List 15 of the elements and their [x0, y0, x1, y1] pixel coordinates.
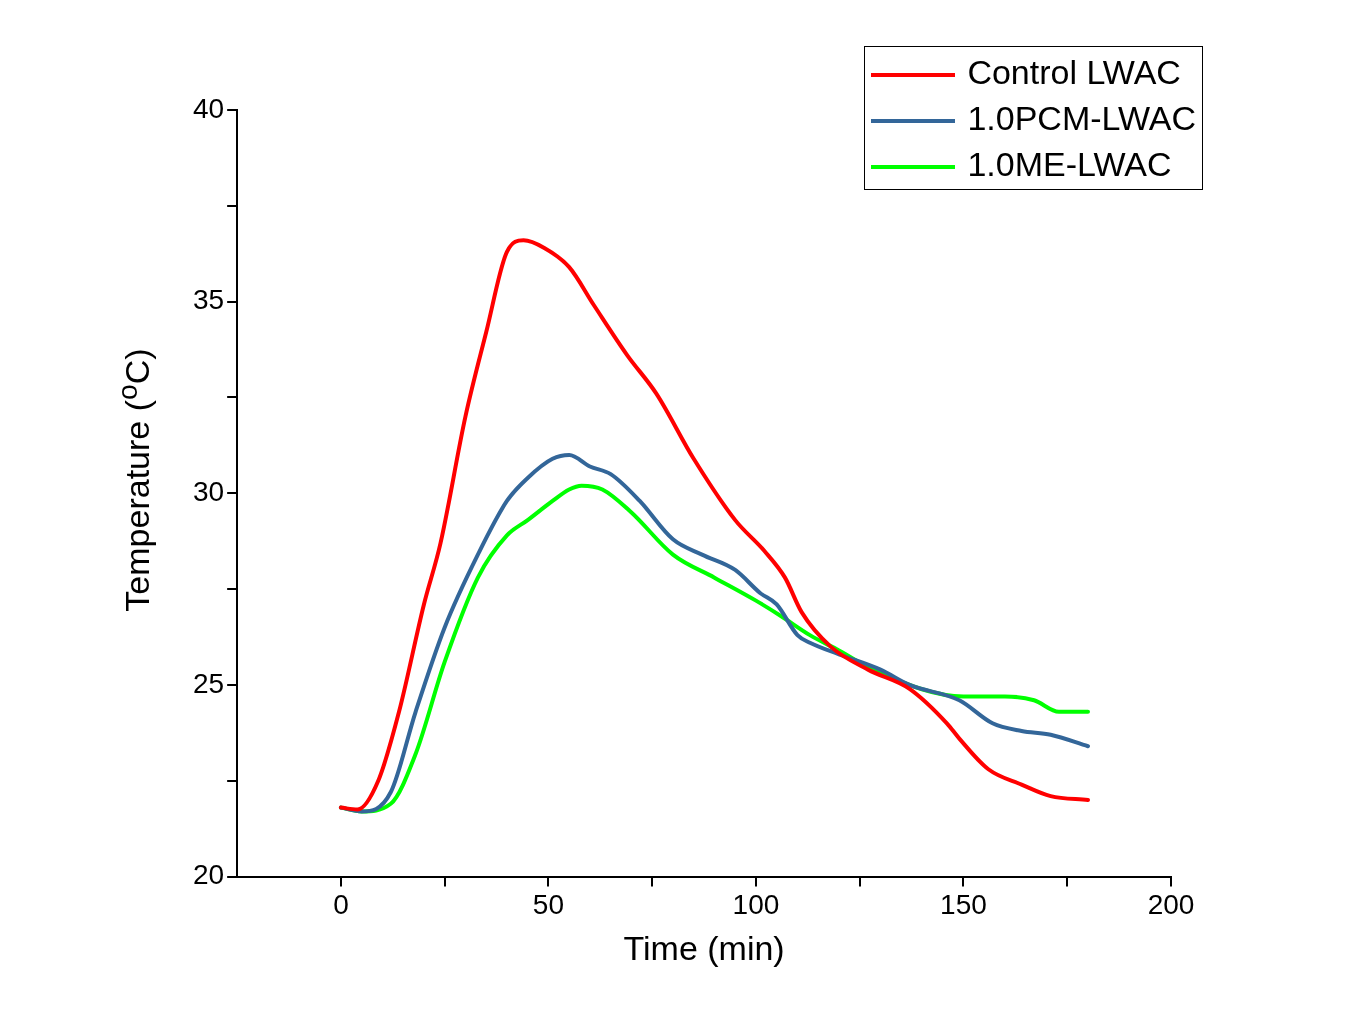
line-series [338, 238, 1090, 812]
y-tick-label: 25 [192, 667, 225, 699]
y-tick-label: 40 [192, 92, 225, 124]
y-tick-label: 20 [192, 859, 225, 891]
x-tick-label: 0 [333, 889, 349, 921]
legend-label: 1.0ME-LWAC [967, 145, 1172, 183]
y-tick-label: 35 [192, 284, 225, 316]
x-tick-label: 150 [940, 889, 987, 921]
legend-label: 1.0PCM-LWAC [967, 99, 1196, 137]
legend-label: Control LWAC [967, 53, 1181, 91]
x-tick-label: 50 [532, 889, 565, 921]
x-tick-label: 100 [732, 889, 780, 921]
x-tick-label: 200 [1147, 889, 1195, 921]
y-tick-label: 30 [192, 476, 225, 508]
x-axis-title: Time (min) [623, 928, 785, 967]
